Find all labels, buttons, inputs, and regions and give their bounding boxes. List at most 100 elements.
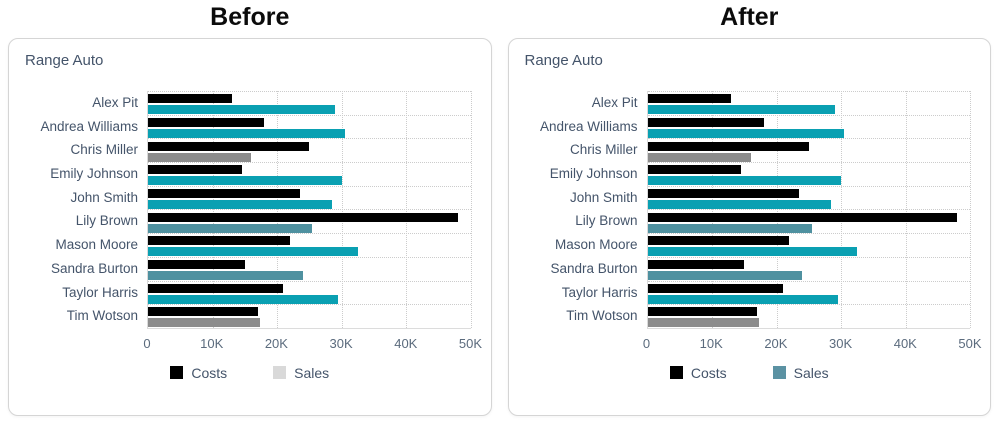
- after-column: After Range Auto Alex Pit Andrea Williams…: [507, 0, 991, 416]
- legend-swatch: [170, 366, 184, 380]
- x-tick-label: 30K: [829, 335, 853, 351]
- legend-label: Sales: [294, 364, 330, 381]
- gridline: [470, 91, 472, 328]
- category-label: Tim Wotson: [566, 308, 638, 324]
- bar-chart: Alex Pit Andrea Williams Chris Miller Emily…: [509, 91, 991, 329]
- category-label: Alex Pit: [92, 95, 138, 110]
- costs-bar: [148, 117, 265, 127]
- chart-row: [647, 304, 970, 328]
- costs-bar: [148, 165, 242, 175]
- sales-bar: [647, 247, 858, 257]
- sales-bar: [647, 199, 832, 209]
- category-axis: Alex Pit Andrea Williams Chris Miller Emily…: [9, 91, 147, 329]
- gridline: [970, 91, 971, 328]
- chart-row: [647, 91, 970, 115]
- bar-chart: Alex Pit Andrea Williams Chris Miller Emily…: [9, 91, 491, 329]
- category-label: Emily Johnson: [50, 166, 138, 182]
- legend: Costs Sales: [509, 366, 991, 380]
- costs-bar: [148, 283, 284, 293]
- x-tick-label: 0: [143, 335, 151, 351]
- category-label: Andrea Williams: [539, 118, 638, 134]
- category-label: Mason Moore: [55, 237, 138, 253]
- chart-row: [148, 280, 471, 305]
- legend-label: Sales: [793, 364, 829, 381]
- costs-bar: [148, 188, 300, 198]
- after-chart-card: Range Auto Alex Pit Andrea Williams Chris …: [507, 38, 991, 416]
- legend-item-sales[interactable]: Sales: [273, 366, 329, 380]
- category-label: Emily Johnson: [549, 166, 638, 182]
- sales-bar: [647, 318, 760, 328]
- legend-label: Costs: [690, 364, 727, 381]
- sales-bar: [647, 271, 803, 280]
- chart-title: Range Auto: [25, 52, 104, 69]
- plot-area: [646, 91, 971, 329]
- before-chart-card: Range Auto Alex Pit Andrea Williams Chris …: [8, 38, 492, 416]
- x-tick-label: 20K: [764, 335, 788, 351]
- sales-bar: [148, 199, 332, 209]
- chart-row: [647, 114, 970, 139]
- costs-bar: [647, 188, 800, 198]
- costs-bar: [647, 117, 764, 127]
- costs-bar: [148, 307, 258, 317]
- x-tick-label: 30K: [329, 335, 353, 351]
- legend-swatch: [669, 366, 683, 380]
- costs-bar: [647, 212, 958, 222]
- sales-bar: [647, 294, 838, 304]
- category-label: John Smith: [70, 189, 138, 205]
- x-tick-label: 50K: [958, 335, 982, 351]
- plot-area: [147, 91, 472, 329]
- sales-bar: [647, 105, 835, 115]
- legend-swatch: [273, 366, 287, 380]
- sales-bar: [148, 271, 303, 280]
- category-label: Sandra Burton: [50, 260, 138, 276]
- sales-bar: [647, 176, 841, 186]
- legend: Costs Sales: [9, 366, 491, 380]
- chart-row: [647, 138, 970, 162]
- x-tick-label: 40K: [893, 335, 917, 351]
- after-heading: After: [720, 3, 779, 31]
- costs-bar: [148, 212, 458, 222]
- chart-row: [148, 209, 471, 233]
- chart-row: [148, 114, 471, 139]
- category-label: Alex Pit: [591, 95, 638, 110]
- legend-item-costs[interactable]: Costs: [669, 364, 727, 381]
- sales-bar: [148, 318, 260, 328]
- x-tick-label: 0: [642, 335, 651, 351]
- chart-row: [148, 233, 471, 257]
- category-label: Taylor Harris: [62, 284, 138, 300]
- chart-row: [647, 233, 970, 257]
- costs-bar: [148, 236, 290, 246]
- category-label: Lily Brown: [75, 213, 138, 229]
- value-axis: 0 10K 20K 30K 40K 50K: [143, 329, 482, 354]
- chart-row: [148, 138, 471, 162]
- category-label: Mason Moore: [554, 237, 638, 253]
- chart-row: [647, 185, 970, 210]
- chart-title: Range Auto: [524, 52, 603, 69]
- legend-item-costs[interactable]: Costs: [170, 366, 227, 380]
- sales-bar: [148, 223, 313, 233]
- sales-bar: [647, 152, 751, 162]
- chart-row: [647, 256, 970, 281]
- x-tick-label: 10K: [699, 335, 723, 351]
- sales-bar: [148, 128, 345, 138]
- chart-row: [647, 280, 970, 305]
- category-label: Chris Miller: [70, 142, 139, 158]
- legend-label: Costs: [191, 364, 228, 381]
- legend-item-sales[interactable]: Sales: [772, 364, 829, 381]
- costs-bar: [647, 307, 758, 317]
- x-tick-label: 50K: [458, 335, 483, 351]
- x-tick-label: 10K: [200, 335, 224, 351]
- category-label: Taylor Harris: [561, 284, 638, 300]
- sales-bar: [148, 247, 358, 257]
- before-column: Before Range Auto Alex Pit Andrea William…: [8, 0, 492, 416]
- category-axis: Alex Pit Andrea Williams Chris Miller Emily…: [509, 91, 647, 329]
- chart-row: [647, 162, 970, 186]
- sales-bar: [647, 128, 845, 138]
- chart-row: [647, 209, 970, 233]
- category-label: Lily Brown: [575, 213, 638, 229]
- category-label: Sandra Burton: [550, 260, 638, 276]
- category-label: Andrea Williams: [40, 118, 138, 134]
- value-axis: 0 10K 20K 30K 40K 50K: [643, 329, 982, 354]
- costs-bar: [148, 260, 245, 269]
- costs-bar: [647, 236, 790, 246]
